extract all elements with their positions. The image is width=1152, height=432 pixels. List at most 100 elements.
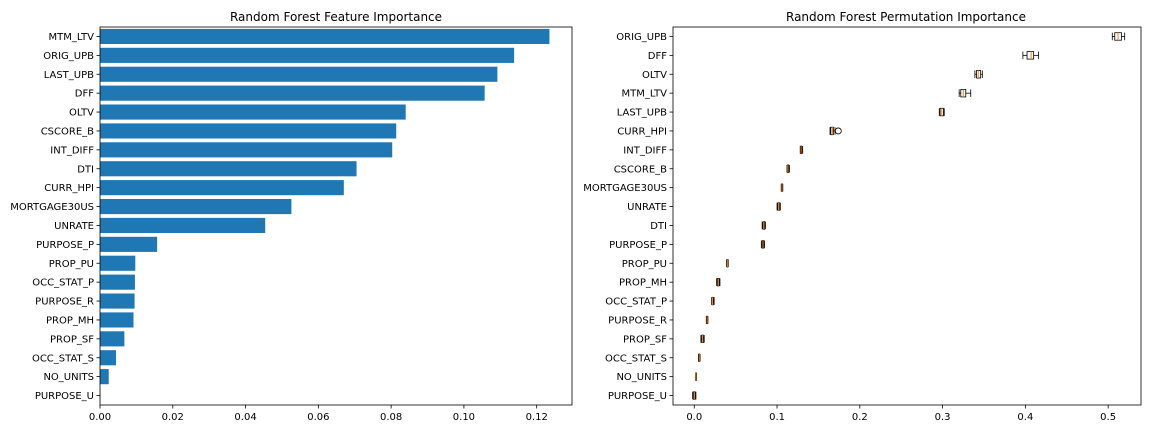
box-orig-upb xyxy=(1111,32,1126,41)
y-tick-label: ORIG_UPB xyxy=(616,32,667,43)
feature-importance-y-ticks: MTM_LTV ORIG_UPB LAST_UPB DFF OLTV CSCORE_B IN… xyxy=(10,32,100,402)
y-tick-label: INT_DIFF xyxy=(50,145,94,156)
feature-importance-title: Random Forest Feature Importance xyxy=(230,10,442,24)
box-cscore-b xyxy=(786,164,790,173)
y-tick-label: PROP_PU xyxy=(622,259,667,270)
y-tick-label: OLTV xyxy=(69,108,94,119)
box-mtm-ltv xyxy=(958,89,972,98)
x-tick-label: 0.5 xyxy=(1100,412,1116,423)
box-mortgage30us xyxy=(780,183,784,192)
box-purpose-r xyxy=(705,315,709,325)
box-prop-sf xyxy=(700,334,705,344)
y-tick-label: PURPOSE_P xyxy=(609,240,667,251)
box-dff xyxy=(1022,51,1040,60)
y-tick-label: DTI xyxy=(650,221,667,232)
y-tick-label: LAST_UPB xyxy=(44,70,94,81)
box-occ-stat-p xyxy=(711,296,715,306)
y-tick-label: OCC_STAT_P xyxy=(32,278,94,289)
y-tick-label: PURPOSE_U xyxy=(608,391,667,402)
y-tick-label: LAST_UPB xyxy=(617,108,667,119)
y-tick-label: CURR_HPI xyxy=(44,183,94,194)
permutation-importance-x-ticks: 0.0 0.1 0.2 0.3 0.4 0.5 xyxy=(686,405,1116,423)
bar-purpose-r xyxy=(100,293,135,309)
y-tick-label: UNRATE xyxy=(54,221,94,232)
bar-curr-hpi xyxy=(100,180,344,196)
box-curr-hpi xyxy=(829,126,842,136)
feature-importance-x-ticks: 0.00 0.02 0.04 0.06 0.08 0.10 0.12 xyxy=(89,405,548,423)
iqr-box xyxy=(1026,51,1035,60)
bar-cscore-b xyxy=(100,123,397,139)
y-tick-label: MORTGAGE30US xyxy=(10,202,94,213)
y-tick-label: CSCORE_B xyxy=(41,126,94,137)
bar-prop-sf xyxy=(100,331,125,347)
x-tick-label: 0.4 xyxy=(1017,412,1033,423)
box-dti xyxy=(761,221,766,230)
box-last-upb xyxy=(938,107,945,117)
y-tick-label: PROP_MH xyxy=(46,315,94,326)
y-tick-label: DFF xyxy=(648,51,667,62)
x-tick-label: 0.02 xyxy=(162,412,184,423)
bar-occ-stat-s xyxy=(100,350,117,366)
x-tick-label: 0.10 xyxy=(453,412,475,423)
y-tick-label: OCC_STAT_S xyxy=(605,353,667,364)
y-tick-label: OCC_STAT_S xyxy=(32,353,94,364)
feature-importance-panel: Random Forest Feature Importance MTM_LTV… xyxy=(10,10,573,423)
permutation-importance-axes-frame xyxy=(672,26,1142,406)
box-occ-stat-s xyxy=(698,353,701,362)
box-purpose-u xyxy=(692,391,697,400)
y-tick-label: MORTGAGE30US xyxy=(583,183,667,194)
x-tick-label: 0.0 xyxy=(686,412,702,423)
bar-occ-stat-p xyxy=(100,274,135,290)
box-purpose-p xyxy=(760,240,766,249)
y-tick-label: UNRATE xyxy=(627,202,667,213)
x-tick-label: 0.08 xyxy=(380,412,402,423)
feature-importance-bars xyxy=(100,28,550,404)
x-tick-label: 0.04 xyxy=(234,412,256,423)
y-tick-label: ORIG_UPB xyxy=(43,51,94,62)
y-tick-label: DFF xyxy=(75,89,94,100)
y-tick-label: PROP_MH xyxy=(619,278,667,289)
bar-orig-upb xyxy=(100,47,515,63)
box-no-units xyxy=(695,372,697,381)
bar-unrate xyxy=(100,217,266,234)
y-tick-label: INT_DIFF xyxy=(623,145,667,156)
y-tick-label: PURPOSE_R xyxy=(35,297,94,308)
box-oltv xyxy=(974,70,983,79)
x-tick-label: 0.12 xyxy=(526,412,548,423)
y-tick-label: MTM_LTV xyxy=(48,32,94,43)
x-tick-label: 0.1 xyxy=(769,412,785,423)
bar-mtm-ltv xyxy=(100,28,550,45)
bar-oltv xyxy=(100,104,406,120)
y-tick-label: PROP_SF xyxy=(623,334,667,345)
bar-dff xyxy=(100,85,485,101)
box-prop-mh xyxy=(716,277,721,287)
bar-prop-mh xyxy=(100,312,134,328)
bar-mortgage30us xyxy=(100,198,292,215)
y-tick-label: CSCORE_B xyxy=(614,164,667,175)
bar-dti xyxy=(100,161,357,177)
x-tick-label: 0.2 xyxy=(852,412,868,423)
feature-importance-axes-frame xyxy=(99,26,573,406)
outlier-point xyxy=(834,127,842,135)
x-tick-label: 0.00 xyxy=(89,412,111,423)
bar-int-diff xyxy=(100,142,393,158)
y-tick-label: OCC_STAT_P xyxy=(605,297,667,308)
bar-prop-pu xyxy=(100,255,136,271)
x-tick-label: 0.06 xyxy=(307,412,329,423)
y-tick-label: NO_UNITS xyxy=(616,372,667,383)
permutation-importance-panel: Random Forest Permutation Importance ORI… xyxy=(583,10,1142,423)
box-prop-pu xyxy=(726,259,729,268)
x-tick-label: 0.3 xyxy=(935,412,951,423)
y-tick-label: PURPOSE_R xyxy=(608,315,667,326)
y-tick-label: CURR_HPI xyxy=(617,126,667,137)
y-tick-label: PURPOSE_U xyxy=(35,391,94,402)
box-unrate xyxy=(776,202,781,211)
bar-purpose-p xyxy=(100,236,158,252)
permutation-importance-y-ticks: ORIG_UPB DFF OLTV MTM_LTV LAST_UPB CURR_HPI IN… xyxy=(583,32,673,402)
y-tick-label: PROP_PU xyxy=(49,259,94,270)
bar-no-units xyxy=(100,369,109,385)
y-tick-label: OLTV xyxy=(642,70,667,81)
bar-last-upb xyxy=(100,66,498,82)
y-tick-label: DTI xyxy=(77,164,94,175)
